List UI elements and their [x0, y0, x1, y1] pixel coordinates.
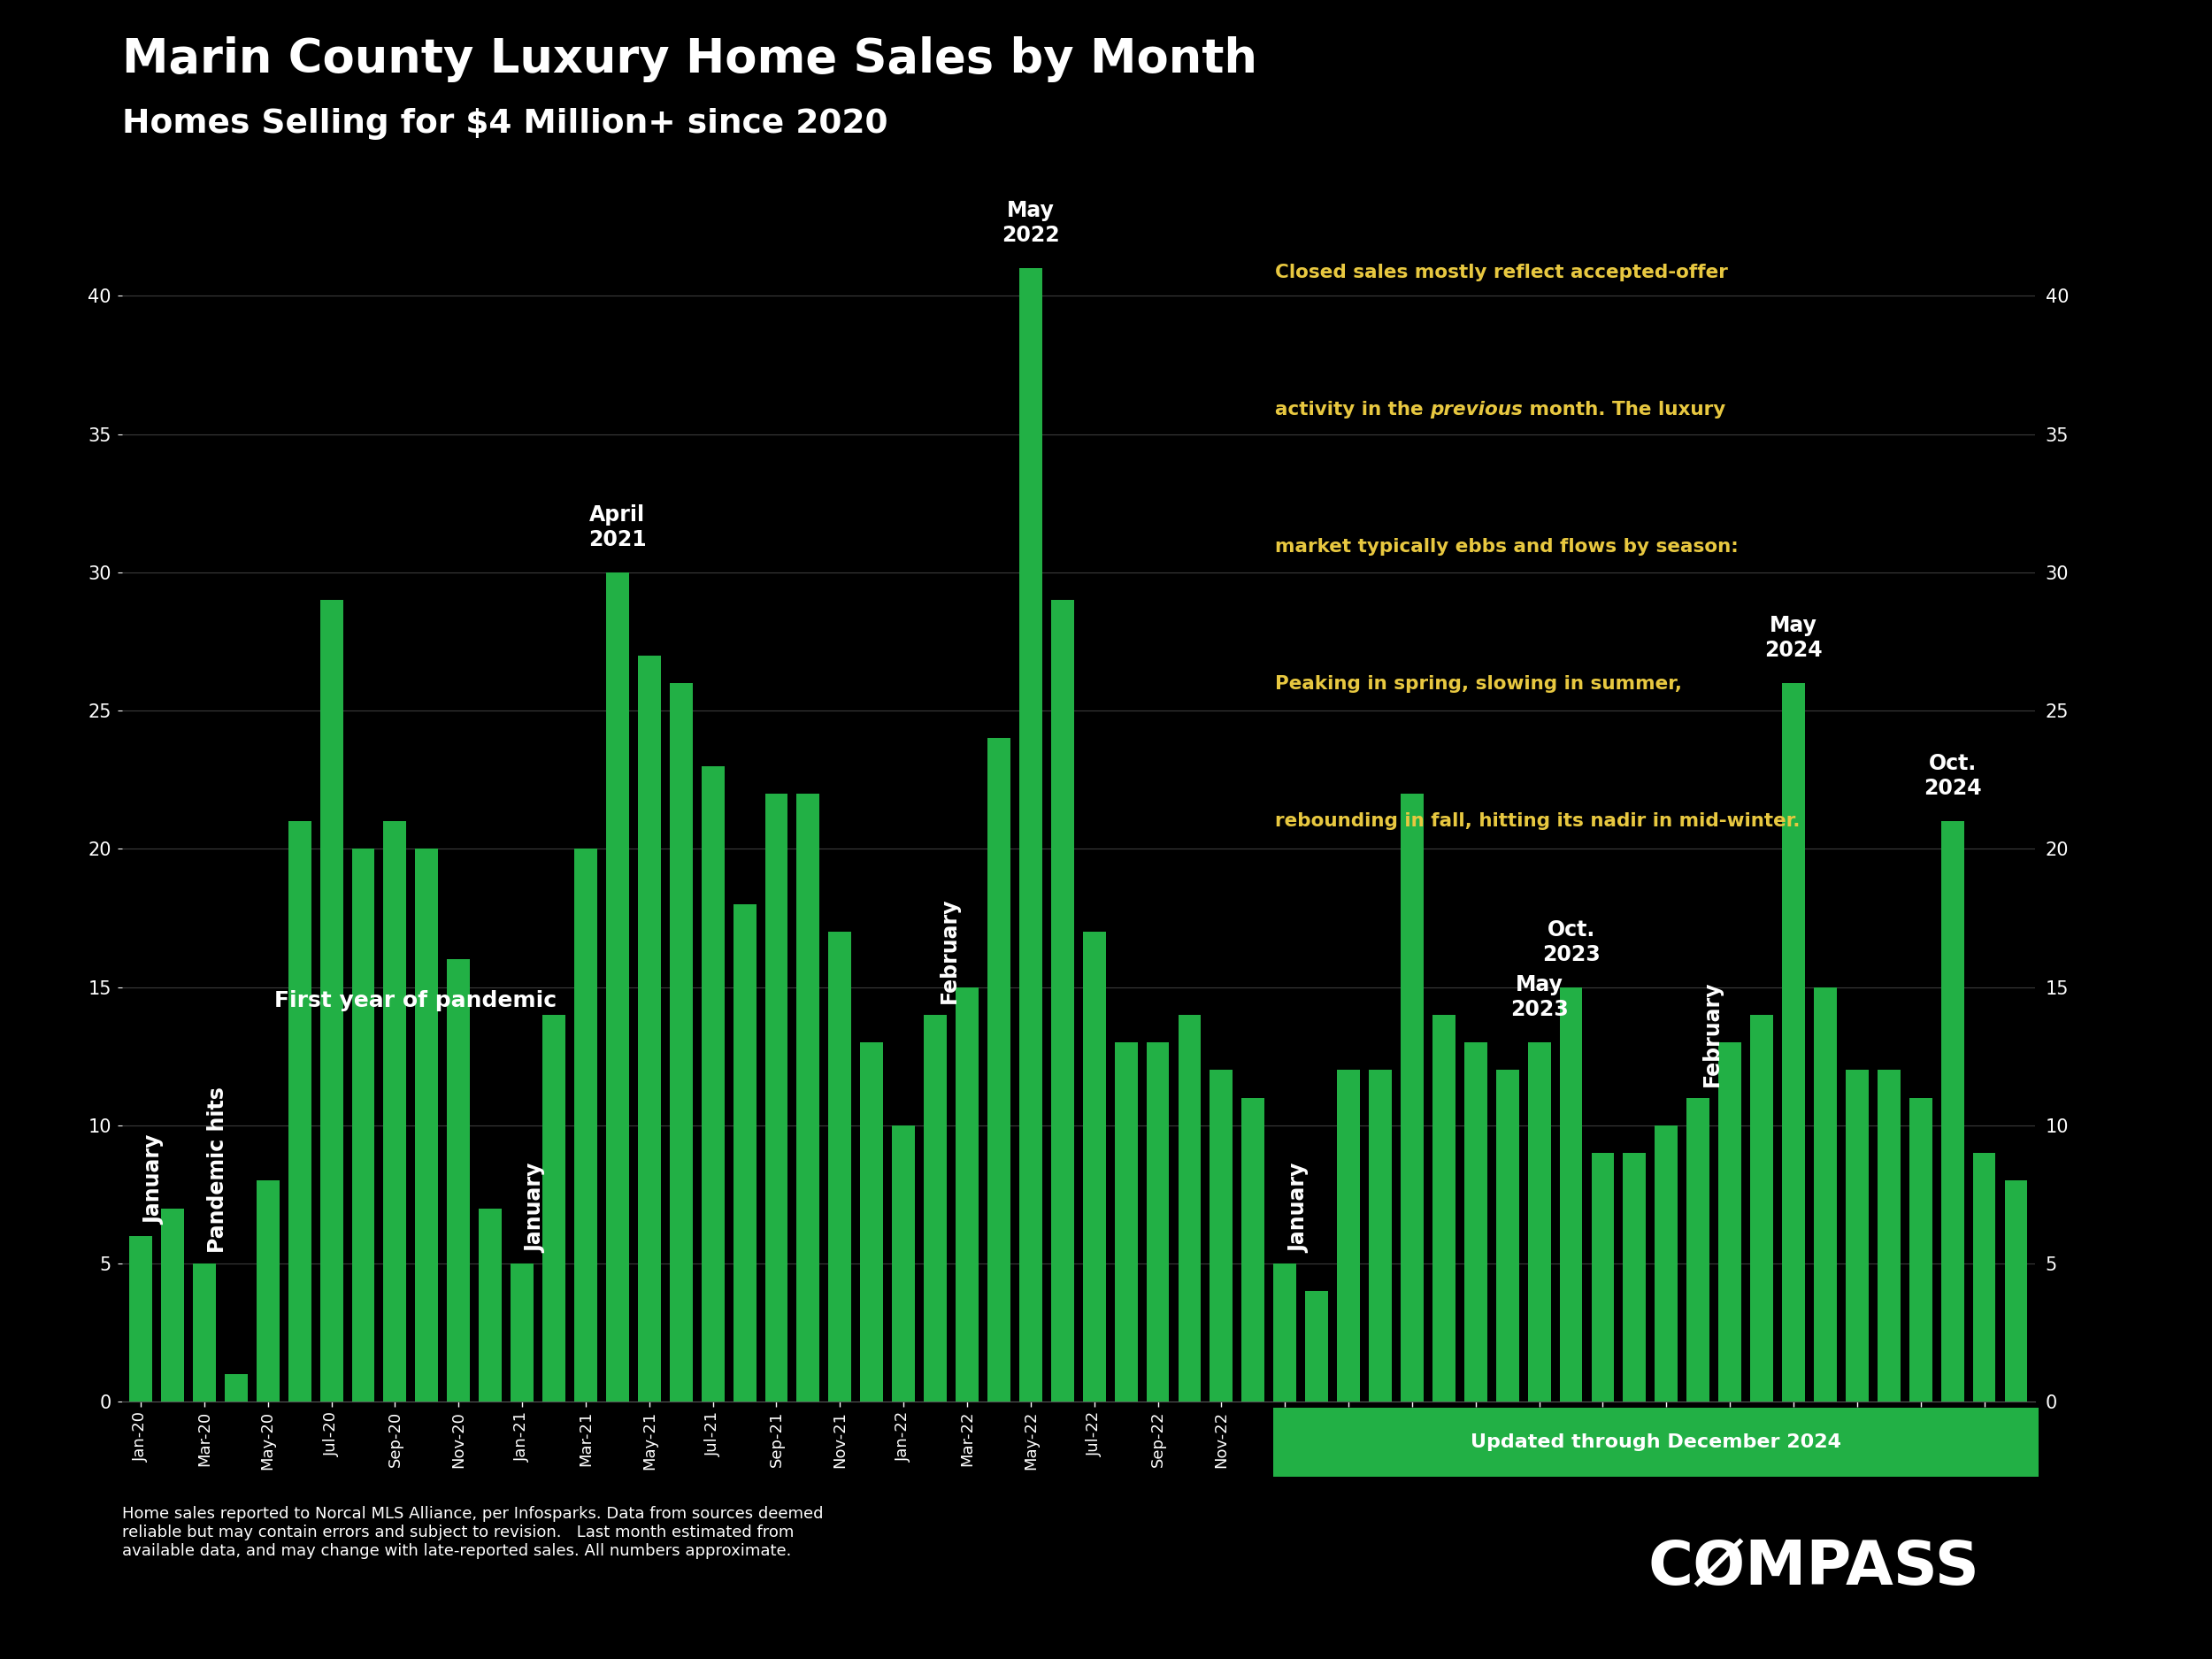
Bar: [1940, 821, 1964, 1402]
Text: CØMPASS: CØMPASS: [1648, 1538, 1980, 1598]
Text: rebounding in fall, hitting its nadir in mid-winter.: rebounding in fall, hitting its nadir in…: [1276, 811, 1801, 830]
Bar: [891, 1125, 916, 1402]
Text: May
2023: May 2023: [1511, 974, 1568, 1020]
Bar: [257, 1181, 279, 1402]
Bar: [830, 932, 852, 1402]
Text: market typically ebbs and flows by season:: market typically ebbs and flows by seaso…: [1276, 538, 1739, 556]
Text: Oct.
2024: Oct. 2024: [1924, 753, 1982, 800]
Text: April
2021: April 2021: [588, 504, 646, 551]
Bar: [1624, 1153, 1646, 1402]
Bar: [701, 766, 723, 1402]
Bar: [1179, 1015, 1201, 1402]
Bar: [161, 1208, 184, 1402]
Bar: [1655, 1125, 1677, 1402]
Text: Closed sales mostly reflect accepted-offer: Closed sales mostly reflect accepted-off…: [1276, 264, 1728, 282]
Bar: [1400, 793, 1425, 1402]
Text: Oct.
2023: Oct. 2023: [1542, 919, 1599, 966]
Bar: [1274, 1264, 1296, 1402]
Text: May
2022: May 2022: [1002, 201, 1060, 246]
Bar: [1750, 1015, 1774, 1402]
Text: Marin County Luxury Home Sales by Month: Marin County Luxury Home Sales by Month: [122, 36, 1256, 83]
Bar: [321, 601, 343, 1402]
Bar: [1020, 269, 1042, 1402]
Text: Peaking in spring, slowing in summer,: Peaking in spring, slowing in summer,: [1276, 675, 1683, 692]
Bar: [542, 1015, 566, 1402]
Bar: [1878, 1070, 1900, 1402]
Bar: [288, 821, 312, 1402]
Bar: [1528, 1042, 1551, 1402]
FancyBboxPatch shape: [1274, 1407, 2039, 1477]
Text: Home sales reported to Norcal MLS Alliance, per Infosparks. Data from sources de: Home sales reported to Norcal MLS Allian…: [122, 1506, 823, 1559]
Bar: [192, 1264, 217, 1402]
Text: May
2024: May 2024: [1765, 615, 1823, 660]
Bar: [1241, 1098, 1265, 1402]
Bar: [670, 684, 692, 1402]
Bar: [1084, 932, 1106, 1402]
Bar: [732, 904, 757, 1402]
Bar: [352, 849, 374, 1402]
Text: January: January: [1287, 1163, 1310, 1253]
Text: activity in the: activity in the: [1276, 401, 1431, 418]
Bar: [637, 655, 661, 1402]
Bar: [511, 1264, 533, 1402]
Bar: [1814, 987, 1836, 1402]
Bar: [1590, 1153, 1615, 1402]
Text: previous: previous: [1431, 401, 1524, 418]
Text: January: January: [144, 1135, 166, 1224]
Bar: [1210, 1070, 1232, 1402]
Bar: [575, 849, 597, 1402]
Bar: [1688, 1098, 1710, 1402]
Bar: [1433, 1015, 1455, 1402]
Bar: [796, 793, 821, 1402]
Bar: [2004, 1181, 2028, 1402]
Bar: [1559, 987, 1582, 1402]
Bar: [1051, 601, 1073, 1402]
Bar: [1973, 1153, 1995, 1402]
Bar: [1783, 684, 1805, 1402]
Bar: [383, 821, 407, 1402]
Bar: [1115, 1042, 1137, 1402]
Bar: [226, 1374, 248, 1402]
Text: February: February: [1701, 980, 1723, 1087]
Bar: [956, 987, 978, 1402]
Bar: [1336, 1070, 1360, 1402]
Bar: [606, 572, 628, 1402]
Text: Homes Selling for $4 Million+ since 2020: Homes Selling for $4 Million+ since 2020: [122, 108, 887, 139]
Text: Updated through December 2024: Updated through December 2024: [1471, 1433, 1843, 1450]
Bar: [1369, 1070, 1391, 1402]
Bar: [860, 1042, 883, 1402]
Bar: [765, 793, 787, 1402]
Bar: [480, 1208, 502, 1402]
Bar: [925, 1015, 947, 1402]
Text: month. The luxury: month. The luxury: [1524, 401, 1725, 418]
Bar: [1909, 1098, 1931, 1402]
Bar: [1845, 1070, 1869, 1402]
Bar: [128, 1236, 153, 1402]
Bar: [1495, 1070, 1520, 1402]
Text: First year of pandemic: First year of pandemic: [274, 990, 557, 1012]
Bar: [416, 849, 438, 1402]
Bar: [447, 959, 469, 1402]
Text: February: February: [938, 898, 960, 1004]
Bar: [1464, 1042, 1486, 1402]
Bar: [1305, 1291, 1327, 1402]
Text: Pandemic hits: Pandemic hits: [208, 1087, 228, 1253]
Bar: [1146, 1042, 1170, 1402]
Text: January: January: [524, 1163, 546, 1253]
Bar: [1719, 1042, 1741, 1402]
Bar: [987, 738, 1011, 1402]
